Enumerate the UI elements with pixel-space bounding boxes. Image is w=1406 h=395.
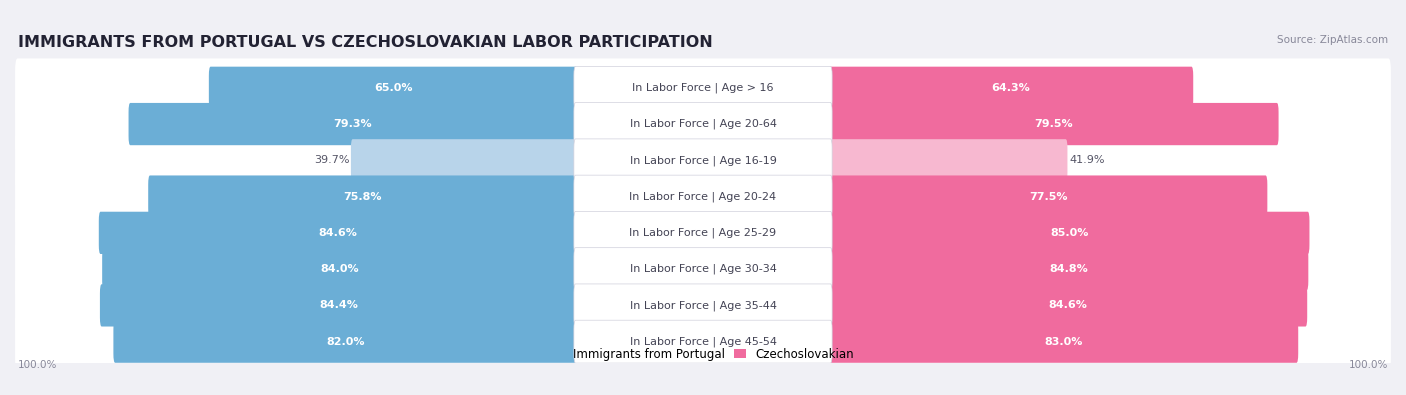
FancyBboxPatch shape xyxy=(574,175,832,218)
FancyBboxPatch shape xyxy=(15,58,1391,117)
Text: 39.7%: 39.7% xyxy=(314,155,349,166)
Text: In Labor Force | Age 25-29: In Labor Force | Age 25-29 xyxy=(630,228,776,238)
Text: 77.5%: 77.5% xyxy=(1029,192,1067,201)
Text: 41.9%: 41.9% xyxy=(1069,155,1105,166)
FancyBboxPatch shape xyxy=(15,240,1391,299)
Text: 64.3%: 64.3% xyxy=(991,83,1031,93)
FancyBboxPatch shape xyxy=(574,320,832,363)
FancyBboxPatch shape xyxy=(15,131,1391,190)
FancyBboxPatch shape xyxy=(114,320,578,363)
FancyBboxPatch shape xyxy=(574,248,832,291)
FancyBboxPatch shape xyxy=(828,248,1309,290)
FancyBboxPatch shape xyxy=(828,103,1278,145)
Text: 84.0%: 84.0% xyxy=(321,264,359,274)
Text: 84.6%: 84.6% xyxy=(1049,300,1087,310)
FancyBboxPatch shape xyxy=(209,67,578,109)
FancyBboxPatch shape xyxy=(15,276,1391,335)
Text: 65.0%: 65.0% xyxy=(374,83,412,93)
FancyBboxPatch shape xyxy=(148,175,578,218)
FancyBboxPatch shape xyxy=(828,320,1298,363)
Text: IMMIGRANTS FROM PORTUGAL VS CZECHOSLOVAKIAN LABOR PARTICIPATION: IMMIGRANTS FROM PORTUGAL VS CZECHOSLOVAK… xyxy=(17,35,713,50)
Text: In Labor Force | Age 45-54: In Labor Force | Age 45-54 xyxy=(630,337,776,347)
Text: 84.6%: 84.6% xyxy=(319,228,357,238)
FancyBboxPatch shape xyxy=(15,203,1391,262)
FancyBboxPatch shape xyxy=(828,284,1308,327)
Text: 84.4%: 84.4% xyxy=(319,300,359,310)
Text: 79.3%: 79.3% xyxy=(333,119,373,129)
FancyBboxPatch shape xyxy=(828,139,1067,181)
FancyBboxPatch shape xyxy=(828,212,1309,254)
Text: 79.5%: 79.5% xyxy=(1035,119,1073,129)
FancyBboxPatch shape xyxy=(15,95,1391,153)
Text: In Labor Force | Age 35-44: In Labor Force | Age 35-44 xyxy=(630,300,776,310)
Text: 82.0%: 82.0% xyxy=(326,337,364,347)
Text: In Labor Force | Age 30-34: In Labor Force | Age 30-34 xyxy=(630,264,776,275)
FancyBboxPatch shape xyxy=(128,103,578,145)
Legend: Immigrants from Portugal, Czechoslovakian: Immigrants from Portugal, Czechoslovakia… xyxy=(551,348,855,361)
Text: In Labor Force | Age 16-19: In Labor Force | Age 16-19 xyxy=(630,155,776,166)
Text: 75.8%: 75.8% xyxy=(343,192,382,201)
Text: 100.0%: 100.0% xyxy=(1350,361,1389,371)
FancyBboxPatch shape xyxy=(100,284,578,327)
FancyBboxPatch shape xyxy=(103,248,578,290)
FancyBboxPatch shape xyxy=(828,67,1194,109)
Text: 85.0%: 85.0% xyxy=(1050,228,1088,238)
FancyBboxPatch shape xyxy=(352,139,578,181)
FancyBboxPatch shape xyxy=(828,175,1267,218)
FancyBboxPatch shape xyxy=(574,211,832,254)
Text: In Labor Force | Age > 16: In Labor Force | Age > 16 xyxy=(633,83,773,93)
FancyBboxPatch shape xyxy=(98,212,578,254)
FancyBboxPatch shape xyxy=(574,139,832,182)
Text: In Labor Force | Age 20-24: In Labor Force | Age 20-24 xyxy=(630,191,776,202)
Text: 83.0%: 83.0% xyxy=(1045,337,1083,347)
FancyBboxPatch shape xyxy=(15,167,1391,226)
FancyBboxPatch shape xyxy=(574,284,832,327)
Text: 84.8%: 84.8% xyxy=(1049,264,1088,274)
Text: In Labor Force | Age 20-64: In Labor Force | Age 20-64 xyxy=(630,119,776,129)
Text: Source: ZipAtlas.com: Source: ZipAtlas.com xyxy=(1278,35,1389,45)
FancyBboxPatch shape xyxy=(15,312,1391,371)
FancyBboxPatch shape xyxy=(574,66,832,109)
Text: 100.0%: 100.0% xyxy=(17,361,56,371)
FancyBboxPatch shape xyxy=(574,103,832,145)
